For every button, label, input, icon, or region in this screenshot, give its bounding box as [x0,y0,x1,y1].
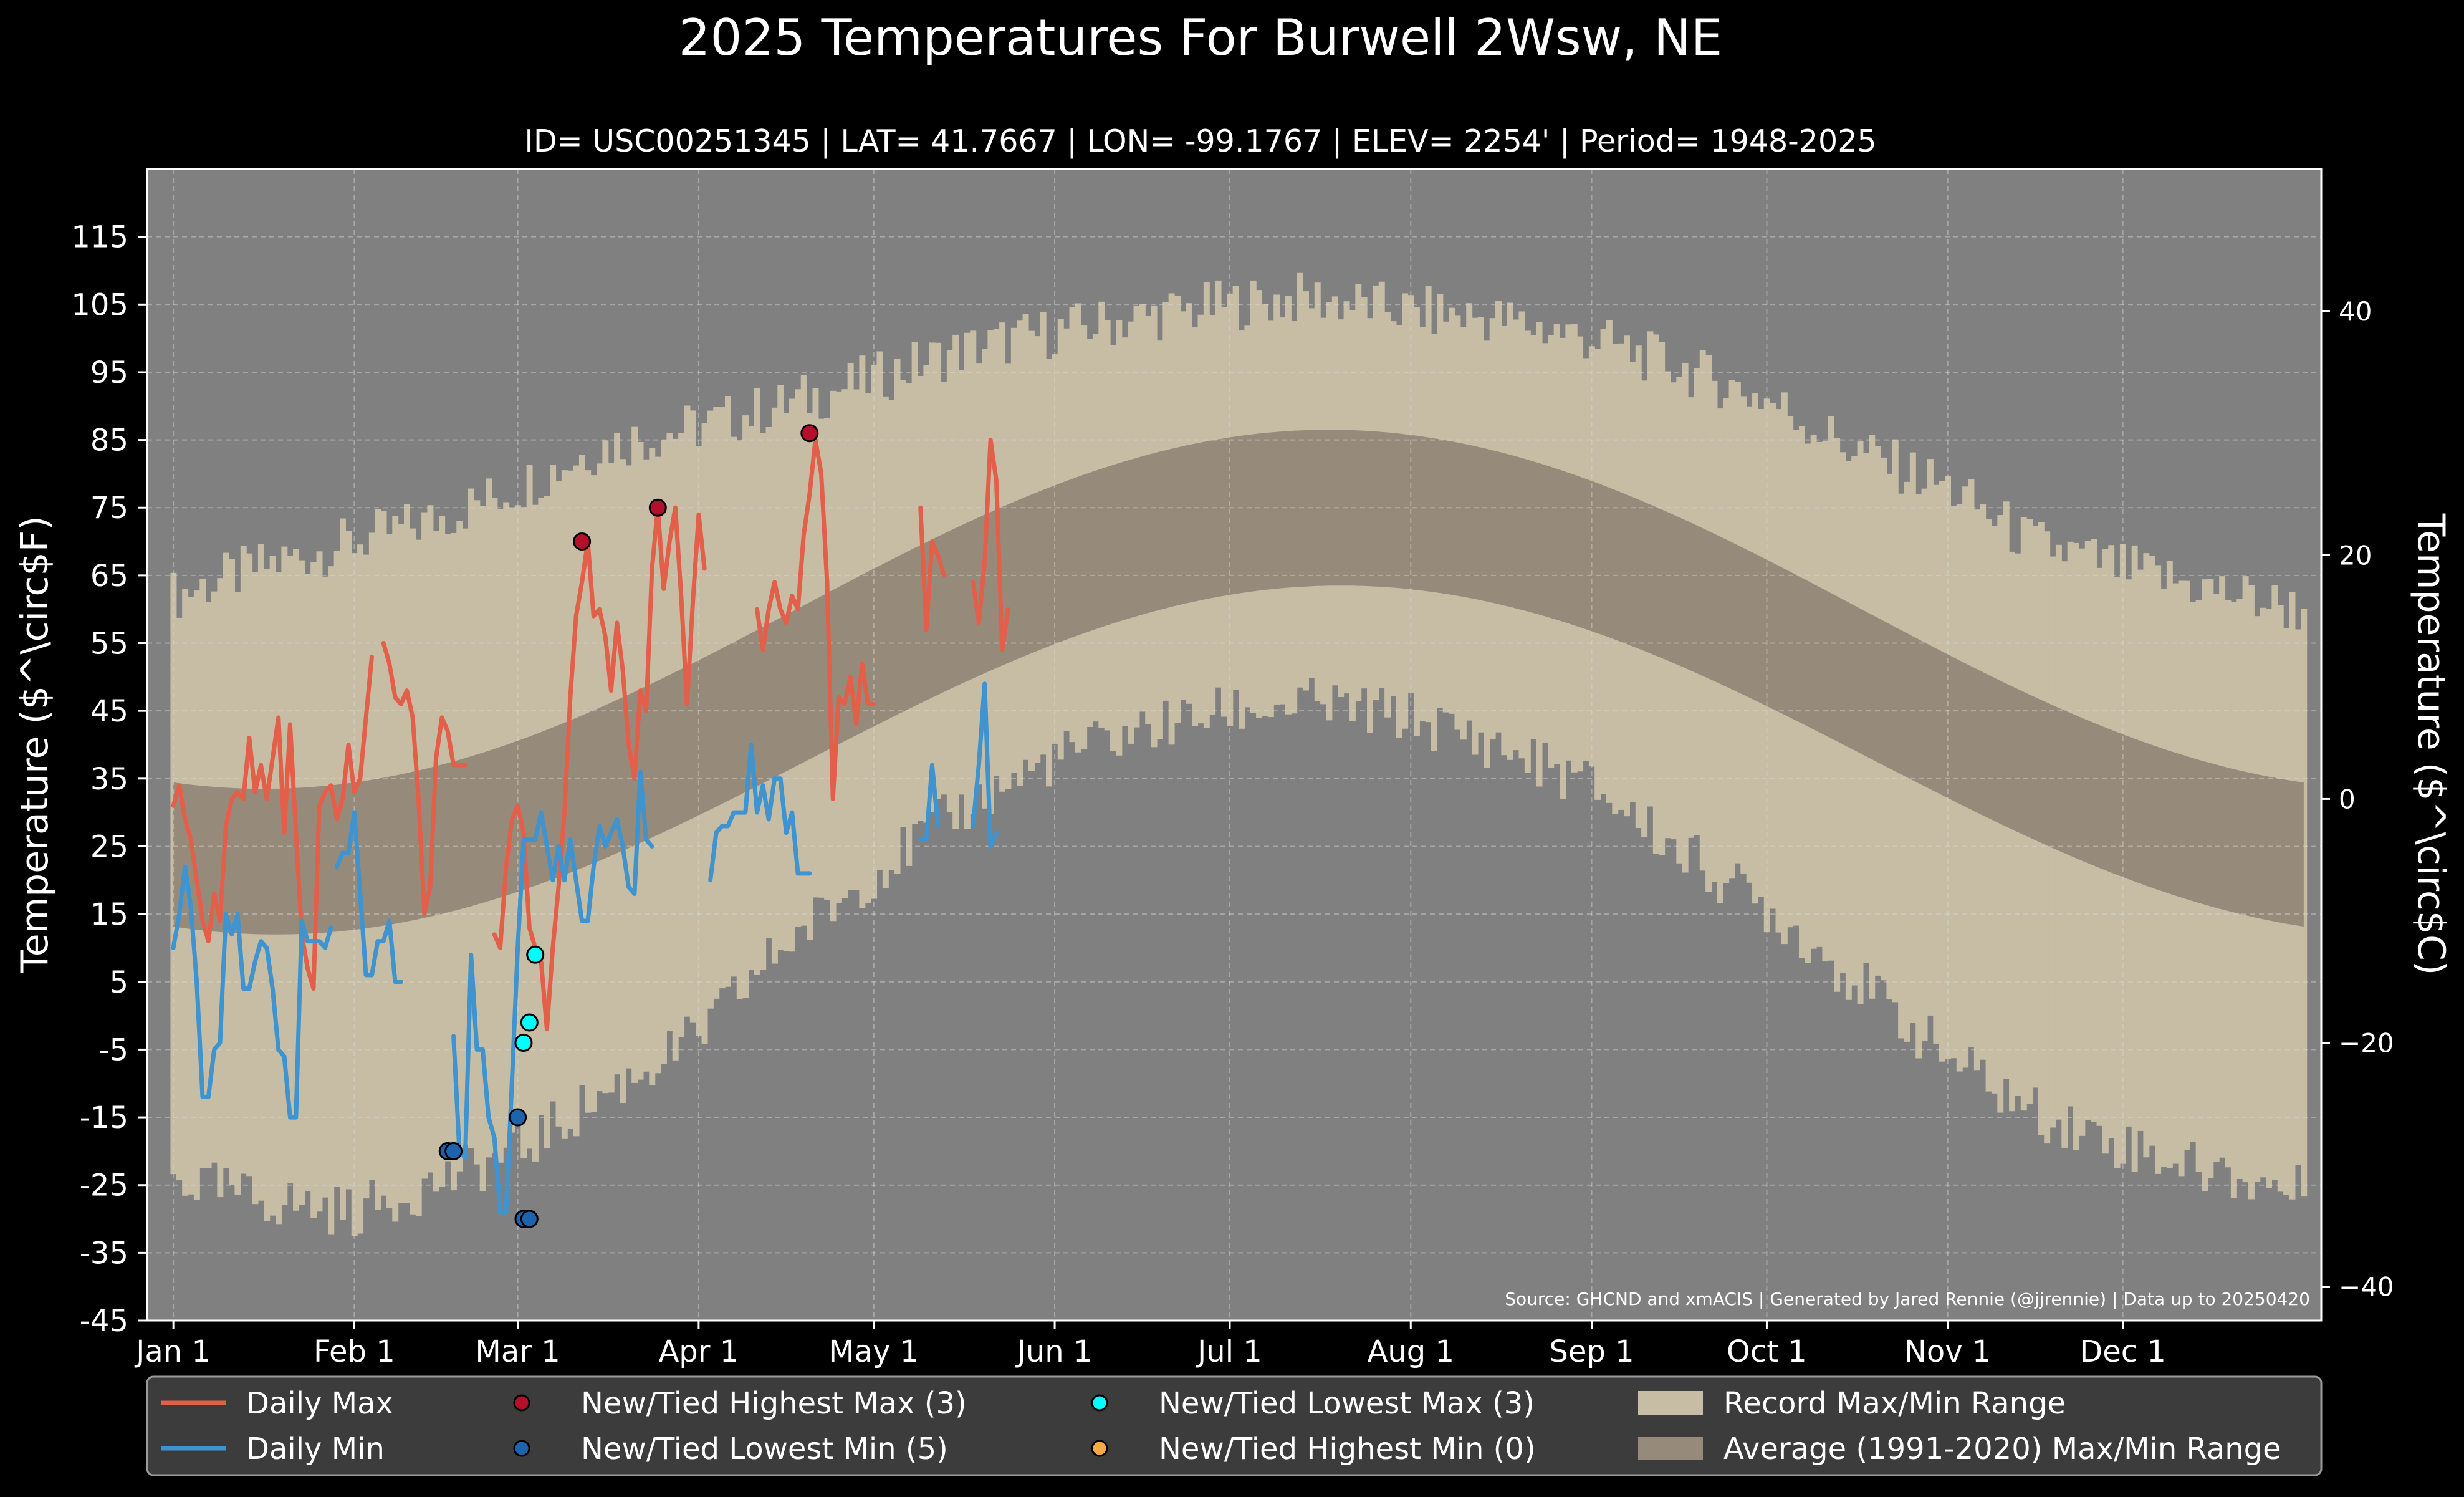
legend-swatch-dot [1091,1394,1108,1412]
y-tick-label-left: 35 [90,762,128,797]
y-tick-label-right: 20 [2339,540,2372,570]
lowest-max-marker [526,945,545,964]
record-markers [438,424,819,1228]
y-tick-label-right: −40 [2339,1272,2394,1302]
legend-swatch-dot [1091,1440,1108,1457]
y-axis-right: −40 −20 0 20 40 [2321,296,2394,1302]
daily-max-line [171,654,374,991]
y-tick-label-left: 85 [90,423,128,458]
x-tick-label: Mar 1 [475,1334,560,1369]
legend-swatch-dot [513,1394,530,1412]
daily-max-line [492,505,707,1032]
legend-label: Average (1991-2020) Max/Min Range [1723,1432,2281,1466]
daily-min-line [918,763,941,842]
daily-max-line [918,505,946,632]
y-tick-label-left: 95 [90,355,128,390]
legend-box [146,1375,2323,1476]
record-range-bar [2061,561,2068,1148]
y-axis-label-left: Temperature ($^\circ$F) [13,516,57,973]
x-tick-label: Jun 1 [1015,1334,1093,1369]
highest-max-marker [800,424,819,443]
legend-label: New/Tied Lowest Min (5) [581,1432,948,1466]
y-tick-label-right: 0 [2339,784,2356,814]
series-lines [171,438,1010,1215]
x-tick-label: Feb 1 [314,1334,395,1369]
x-tick-label: Aug 1 [1367,1334,1454,1369]
lowest-max-marker [520,1013,539,1032]
legend: Daily Max Daily Min New/Tied Highest Max (… [146,1375,2323,1476]
legend-label: New/Tied Lowest Max (3) [1159,1386,1535,1421]
y-tick-label-left: 105 [71,287,128,322]
x-tick-label: Oct 1 [1727,1334,1807,1369]
y-tick-label-left: 55 [90,627,128,662]
y-tick-label-left: 115 [71,220,128,255]
y-tick-label-left: -25 [80,1168,128,1203]
y-axis-left: -45 -35 -25 -15 -5 5 15 25 35 45 55 65 75 85 95 105 115 [71,220,147,1339]
x-tick-label: May 1 [828,1334,919,1369]
lowest-min-marker [520,1210,539,1228]
y-axis-label-right: Temperature ($^\circ$C) [2409,513,2453,976]
y-tick-label-right: −20 [2339,1028,2394,1059]
chart-subtitle: ID= USC00251345 | LAT= 41.7667 | LON= -9… [524,123,1876,159]
daily-min-line [171,864,333,1120]
lowest-min-marker [444,1142,463,1160]
legend-label: New/Tied Highest Min (0) [1159,1432,1536,1466]
record-range-bar [2009,551,2015,1112]
legend-swatch-patch [1638,1437,1703,1460]
chart-title: 2025 Temperatures For Burwell 2Wsw, NE [679,9,1723,67]
x-tick-label: Sep 1 [1549,1334,1634,1369]
x-axis: Jan 1 Feb 1 Mar 1 Apr 1 May 1 Jun 1 Jul 1 Aug 1… [134,1321,2166,1369]
legend-label: Daily Min [246,1432,385,1466]
plot-frame [146,168,2323,1322]
highest-max-marker [648,498,667,517]
daily-max-line [971,438,1010,652]
y-tick-label-left: -5 [98,1032,128,1067]
y-tick-label-right: 40 [2339,296,2372,327]
daily-min-line [971,681,999,849]
lowest-max-marker [514,1034,533,1052]
normal-range-band [173,430,2304,935]
daily-min-line [334,810,403,984]
legend-swatch-dot [513,1440,530,1457]
x-tick-label: Jan 1 [134,1334,211,1369]
y-tick-label-left: -35 [80,1236,128,1271]
y-tick-label-left: 65 [90,559,128,594]
source-note: Source: GHCND and xmACIS | Generated by … [1505,1289,2310,1309]
x-tick-label: Apr 1 [658,1334,739,1369]
y-tick-label-left: 75 [90,491,128,526]
legend-label: Daily Max [246,1386,393,1421]
y-tick-label-left: -45 [80,1304,128,1339]
legend-label: New/Tied Highest Max (3) [581,1386,967,1421]
legend-label: Record Max/Min Range [1723,1386,2066,1421]
daily-max-line [381,641,467,917]
highest-max-marker [573,532,592,551]
lowest-min-marker [509,1108,527,1127]
y-tick-label-left: 45 [90,694,128,729]
legend-swatch-patch [1638,1391,1703,1415]
daily-min-line [708,743,812,883]
y-tick-label-left: 25 [90,829,128,864]
plot-area: Source: GHCND and xmACIS | Generated by … [146,168,2323,1322]
x-tick-label: Nov 1 [1904,1334,1991,1369]
x-tick-label: Jul 1 [1196,1334,1262,1369]
y-tick-label-left: -15 [80,1100,128,1135]
record-range-bar [2301,609,2308,1197]
x-tick-label: Dec 1 [2079,1334,2166,1369]
y-tick-label-left: 15 [90,897,128,932]
daily-min-line [451,769,654,1215]
y-tick-label-left: 5 [109,965,128,1000]
